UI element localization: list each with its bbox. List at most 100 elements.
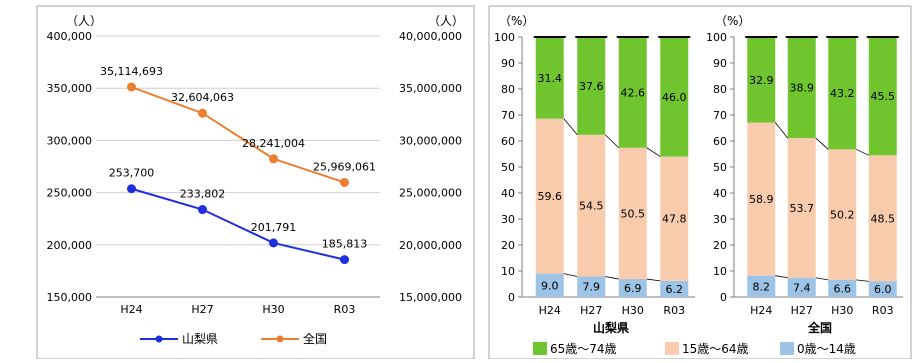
y-tick-label: 50: [713, 161, 727, 174]
bar-segment: [535, 118, 564, 274]
segment-label: 32.9: [749, 74, 774, 87]
legend-child-swatch: [780, 342, 794, 355]
age-composition-charts: （%） （%） 10090807060504030201009.059.631.…: [488, 5, 912, 360]
legend-nation-marker: [276, 335, 284, 343]
y-tick-label: 30: [501, 213, 515, 226]
legend-elder-swatch: [533, 342, 547, 355]
segment-label: 38.9: [790, 82, 815, 95]
legend-nation-label: 全国: [303, 331, 327, 346]
y-tick-label: 70: [501, 109, 515, 122]
legend-pref-marker: [155, 335, 163, 343]
data-point: [198, 108, 207, 118]
legend-elder-label: 65歳～74歳: [550, 342, 617, 356]
population-line-chart-panel: （人） （人） 400,000 350,000 300,000 250,000 200,…: [36, 5, 475, 360]
y-tick-label: 0: [508, 291, 515, 304]
bar-segment: [868, 155, 897, 282]
data-label: 233,802: [180, 188, 226, 201]
y-right-tick-label: 25,000,000: [399, 187, 462, 200]
segment-label: 47.8: [662, 213, 687, 226]
x-tick-label: H24: [750, 304, 772, 317]
x-tick-label: R03: [334, 303, 356, 316]
x-tick-label: R03: [663, 304, 685, 317]
y-tick-label: 90: [501, 57, 515, 70]
bar-segment: [618, 279, 647, 297]
segment-label: 6.0: [874, 283, 892, 296]
series-connector: [815, 277, 829, 281]
y-tick-label: 300,000: [47, 134, 93, 147]
data-point: [127, 82, 136, 92]
bar-segment: [660, 156, 689, 281]
y-tick-label: 250,000: [47, 187, 93, 200]
series-connector: [815, 137, 829, 150]
pref-unit-label: （%）: [499, 14, 534, 28]
segment-label: 54.5: [579, 200, 604, 213]
data-label: 185,813: [322, 238, 368, 251]
x-tick-label: H30: [262, 303, 284, 316]
segment-label: 50.2: [830, 209, 855, 222]
x-tick-label: H27: [191, 303, 213, 316]
segment-label: 46.0: [662, 91, 687, 104]
segment-label: 6.6: [834, 282, 852, 295]
nation-series: 35,114,693 32,604,063 28,241,004 25,969,061: [100, 65, 376, 187]
y-tick-label: 60: [501, 135, 515, 148]
bar-segment: [787, 138, 816, 278]
y-tick-label: 40: [501, 187, 515, 200]
series-connector: [775, 275, 788, 279]
x-tick-label: H24: [539, 304, 561, 317]
series-connector: [604, 134, 620, 149]
bar-segment: [577, 276, 606, 297]
segment-label: 31.4: [538, 72, 563, 85]
series-connector: [563, 118, 578, 136]
x-tick-label: H24: [120, 303, 142, 316]
x-tick-label: R03: [872, 304, 894, 317]
segment-label: 7.9: [583, 281, 601, 294]
y-right-tick-label: 30,000,000: [399, 134, 462, 147]
segment-label: 42.6: [621, 86, 646, 99]
series-connector: [856, 279, 869, 282]
bar-segment: [577, 134, 606, 277]
chart-frame: [36, 5, 475, 360]
y-tick-label: 350,000: [47, 82, 93, 95]
data-label: 35,114,693: [100, 65, 163, 78]
legend-working-swatch: [665, 342, 679, 355]
bar-segment: [535, 37, 564, 119]
segment-label: 8.2: [753, 280, 771, 293]
legend-pref-label: 山梨県: [182, 332, 218, 346]
segment-label: 50.5: [621, 207, 646, 220]
series-connector: [646, 147, 661, 157]
bar-legend: 65歳～74歳 15歳～64歳 0歳～14歳: [533, 342, 856, 356]
data-point: [269, 154, 278, 164]
y-tick-label: 40: [713, 187, 727, 200]
bar-segment: [618, 147, 647, 280]
y-tick-label: 20: [501, 239, 515, 252]
x-tick-label: H30: [622, 304, 644, 317]
series-connector: [774, 122, 789, 139]
pref-series: 253,700 233,802 201,791 185,813: [109, 167, 368, 265]
y-tick-label: 10: [713, 265, 727, 278]
y-right-tick-label: 15,000,000: [399, 291, 462, 304]
data-point: [340, 255, 349, 265]
bar-segment: [660, 280, 689, 297]
series-connector: [646, 278, 661, 282]
bar-segment: [747, 275, 776, 297]
legend-child-label: 0歳～14歳: [797, 342, 856, 356]
segment-label: 6.9: [624, 282, 642, 295]
bar-segment: [868, 37, 897, 156]
bar-segment: [577, 37, 606, 135]
y-tick-label: 200,000: [47, 239, 93, 252]
y-tick-label: 100: [706, 31, 727, 44]
age-composition-chart-panel: （%） （%） 100 90 80 70 60 50 40 30 20 10 0 9.0 59.6 31.…: [483, 0, 913, 360]
bar-segment: [787, 277, 816, 297]
x-tick-label: H30: [831, 304, 853, 317]
segment-label: 45.5: [871, 90, 896, 103]
segment-label: 6.2: [666, 283, 684, 296]
segment-label: 9.0: [541, 279, 559, 292]
y-tick-label: 50: [501, 161, 515, 174]
nation-series-line: [131, 86, 345, 184]
bar-segment: [828, 279, 857, 297]
data-point: [340, 177, 349, 187]
segment-label: 43.2: [830, 87, 855, 100]
segment-label: 37.6: [579, 80, 604, 93]
y-tick-label: 80: [501, 83, 515, 96]
pref-stacked-bar-chart: 10090807060504030201009.059.631.4H247.95…: [494, 31, 695, 317]
